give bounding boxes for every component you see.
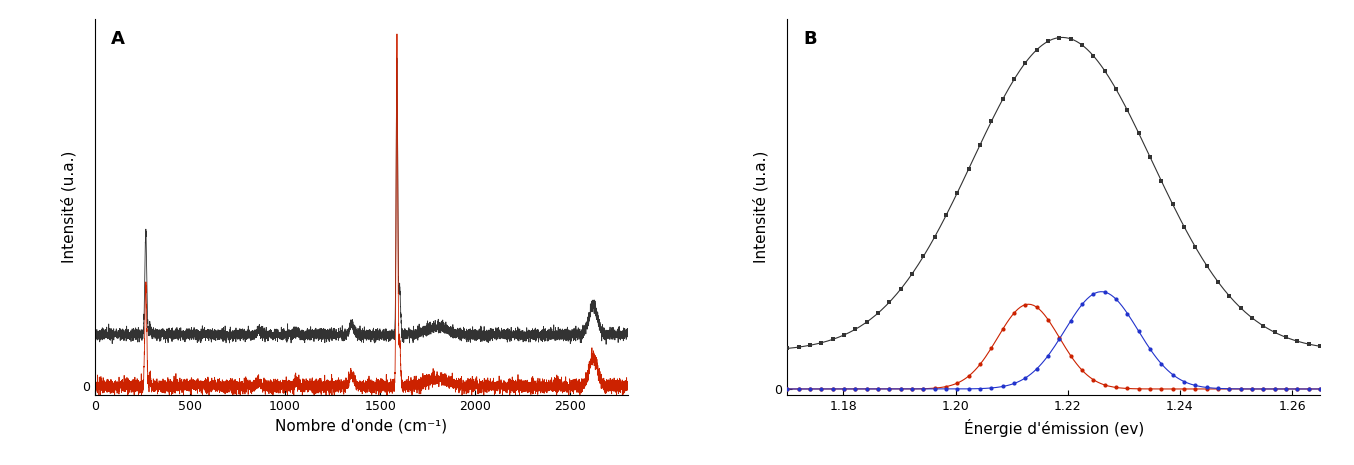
Y-axis label: Intensité (u.a.): Intensité (u.a.) — [753, 151, 769, 263]
X-axis label: Énergie d'émission (ev): Énergie d'émission (ev) — [964, 418, 1144, 437]
Text: A: A — [111, 30, 125, 48]
Text: B: B — [803, 30, 816, 48]
Y-axis label: Intensité (u.a.): Intensité (u.a.) — [61, 151, 76, 263]
X-axis label: Nombre d'onde (cm⁻¹): Nombre d'onde (cm⁻¹) — [275, 418, 447, 434]
